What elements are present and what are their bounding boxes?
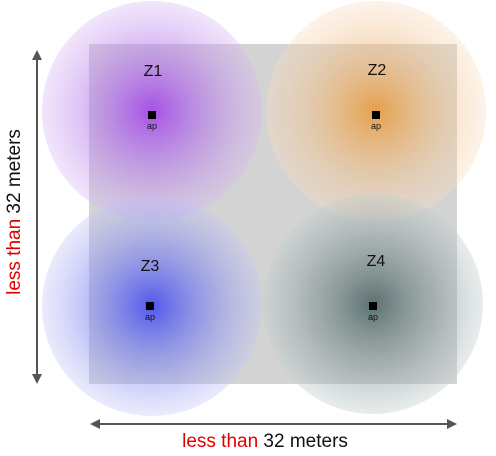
zone-z3-ap-marker	[146, 302, 154, 310]
zone-z4-label: Z4	[367, 253, 386, 270]
zone-z1-label: Z1	[144, 63, 163, 80]
vertical-dimension-emphasis: less than	[4, 219, 25, 295]
horizontal-dimension-emphasis: less than	[182, 431, 258, 452]
vertical-dimension-label: less than 32 meters	[4, 129, 25, 295]
zone-z2-ap-marker	[372, 111, 380, 119]
zone-z2-label: Z2	[368, 62, 387, 79]
zone-z3-ap-label: ap	[145, 312, 155, 322]
zone-z4-ap-marker	[369, 302, 377, 310]
zone-z1-ap-label: ap	[147, 121, 157, 131]
zone-z1-ap-marker	[148, 111, 156, 119]
vertical-dimension-value: 32 meters	[4, 129, 25, 219]
horizontal-dimension-value: 32 meters	[258, 431, 348, 452]
horizontal-dimension-label: less than 32 meters	[182, 431, 348, 452]
zone-z3-label: Z3	[141, 258, 160, 275]
zone-z4-ap-label: ap	[368, 312, 378, 322]
zone-z2-ap-label: ap	[371, 121, 381, 131]
